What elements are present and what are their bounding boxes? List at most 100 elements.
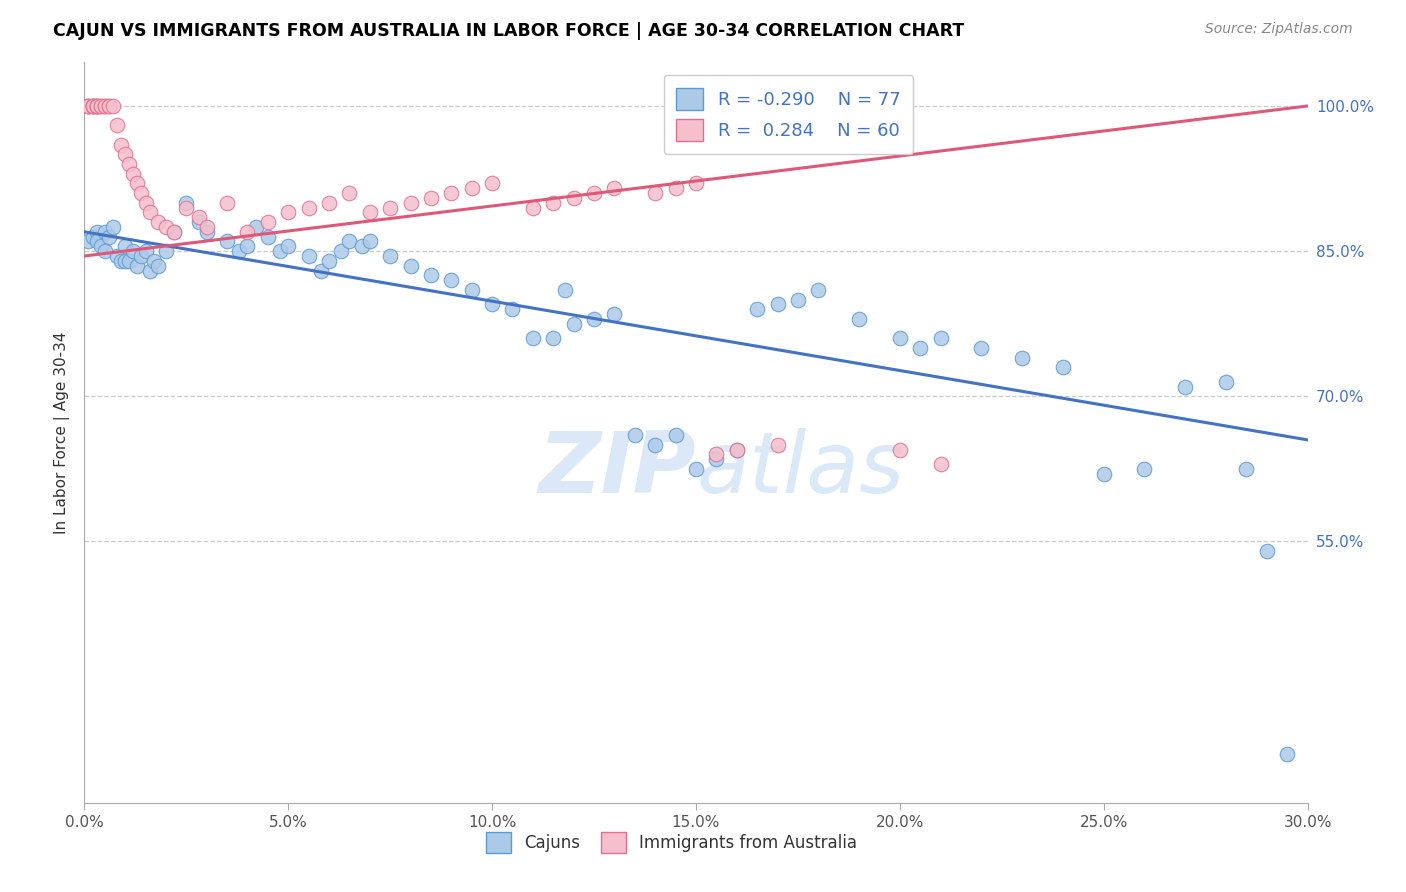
Point [77,99,100,113]
Point [359,235,381,249]
Point [93,244,115,259]
Point [889,442,911,457]
Point [245,219,267,234]
Point [339,186,361,200]
Point [86,99,108,113]
Point [146,215,169,229]
Point [142,253,165,268]
Point [90,99,112,113]
Point [350,239,373,253]
Point [298,201,321,215]
Point [807,283,830,297]
Point [101,99,124,113]
Point [318,253,340,268]
Point [187,215,209,229]
Point [101,219,124,234]
Point [97,99,120,113]
Point [97,99,120,113]
Point [399,195,422,210]
Point [127,177,149,191]
Point [127,259,149,273]
Point [1133,462,1156,476]
Point [399,259,422,273]
Point [93,99,115,113]
Point [665,428,688,442]
Point [624,428,647,442]
Point [155,219,177,234]
Point [122,244,145,259]
Point [257,229,280,244]
Point [522,331,544,345]
Point [1011,351,1033,365]
Point [1277,747,1299,762]
Point [603,307,626,321]
Point [420,191,443,205]
Point [461,283,484,297]
Point [86,225,108,239]
Point [114,253,136,268]
Point [135,244,157,259]
Point [138,205,160,219]
Point [1256,544,1278,558]
Text: atlas: atlas [696,428,904,511]
Point [440,273,463,287]
Point [766,297,789,311]
Point [1092,467,1115,481]
Point [131,249,153,263]
Point [90,99,112,113]
Point [187,211,209,225]
Point [118,157,141,171]
Point [131,186,153,200]
Point [82,99,104,113]
Point [105,119,128,133]
Point [163,225,186,239]
Point [122,167,145,181]
Point [110,253,132,268]
Point [603,181,626,195]
Point [543,195,565,210]
Point [86,99,108,113]
Point [93,99,115,113]
Point [105,249,128,263]
Point [195,219,218,234]
Point [481,177,503,191]
Point [77,99,100,113]
Point [86,99,108,113]
Point [118,253,141,268]
Point [138,263,160,277]
Point [114,147,136,161]
Point [97,229,120,244]
Point [77,235,100,249]
Point [706,452,728,467]
Point [77,99,100,113]
Text: ZIP: ZIP [538,428,696,511]
Point [725,442,748,457]
Point [747,302,769,317]
Point [82,99,104,113]
Point [380,201,402,215]
Point [420,268,443,283]
Point [889,331,911,345]
Point [461,181,484,195]
Point [359,205,381,219]
Legend: Cajuns, Immigrants from Australia: Cajuns, Immigrants from Australia [478,824,865,861]
Point [522,201,544,215]
Point [970,341,993,355]
Point [309,263,332,277]
Point [481,297,503,311]
Point [86,99,108,113]
Point [1052,360,1074,375]
Point [380,249,402,263]
Point [269,244,291,259]
Point [766,438,789,452]
Point [910,341,932,355]
Point [298,249,321,263]
Point [174,201,197,215]
Point [562,191,585,205]
Point [228,244,250,259]
Point [644,438,666,452]
Point [86,235,108,249]
Point [236,239,259,253]
Point [82,99,104,113]
Point [90,239,112,253]
